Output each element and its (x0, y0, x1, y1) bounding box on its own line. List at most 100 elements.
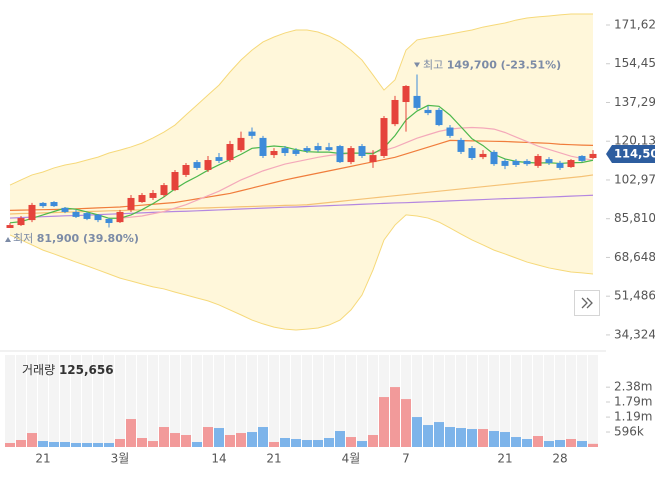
moving-average (9, 194, 594, 219)
candle-body (237, 137, 245, 151)
volume-bar (566, 439, 576, 447)
candle-body (589, 153, 597, 159)
high-marker (414, 62, 420, 68)
candle-body (391, 99, 399, 125)
volume-bar (104, 443, 114, 447)
volume-column-bg (115, 355, 125, 447)
candle-body (523, 160, 531, 165)
volume-bar (412, 417, 422, 447)
volume-column-bg (511, 355, 521, 447)
volume-bar (533, 436, 543, 447)
candle-body (160, 185, 168, 196)
candle-body (94, 214, 102, 221)
volume-column-bg (258, 355, 268, 447)
high-title: 최고 (423, 58, 443, 71)
volume-bar (335, 431, 345, 447)
volume-bar (346, 437, 356, 447)
volume-column-bg (27, 355, 37, 447)
candle-body (490, 151, 498, 165)
volume-panel (5, 355, 598, 447)
volume-bar (27, 433, 37, 447)
x-tick-label: 28 (552, 452, 567, 466)
volume-label: 거래량 (22, 363, 55, 377)
volume-bar (379, 397, 389, 447)
volume-bar (225, 435, 235, 447)
volume-column-bg (467, 355, 477, 447)
volume-bar (203, 427, 213, 447)
volume-bar (148, 441, 158, 447)
volume-bar (214, 428, 224, 447)
volume-column-bg (412, 355, 422, 447)
volume-bar (137, 438, 147, 447)
volume-column-bg (159, 355, 169, 447)
volume-bar (368, 435, 378, 447)
volume-bar (269, 441, 279, 447)
volume-column-bg (5, 355, 15, 447)
volume-column-bg (247, 355, 257, 447)
x-tick-label: 21 (266, 452, 281, 466)
band-upper (9, 13, 593, 186)
volume-bar (181, 435, 191, 447)
volume-bar (467, 429, 477, 447)
candle-body (83, 213, 91, 219)
volume-bar (456, 428, 466, 447)
volume-bar (71, 443, 81, 447)
volume-column-bg (368, 355, 378, 447)
volume-column-bg (82, 355, 92, 447)
volume-bar (5, 443, 15, 447)
y-tick-label: 1.79m (614, 395, 652, 409)
candle-body (479, 153, 487, 158)
volume-bar (544, 441, 554, 447)
candle-body (50, 202, 58, 207)
expand-button[interactable] (574, 290, 600, 316)
volume-column-bg (148, 355, 158, 447)
axes: 171,620 154,458 137,296 120,134 102,972 85,81… (5, 18, 655, 466)
volume-column-bg (577, 355, 587, 447)
y-tick-label: 137,296 (614, 95, 655, 109)
candle-body (567, 160, 575, 168)
volume-bar (434, 422, 444, 447)
moving-average (9, 139, 594, 211)
volume-bar (401, 399, 411, 447)
y-tick-label: 120,134 (614, 134, 655, 148)
candle-body (149, 192, 157, 198)
volume-column-bg (445, 355, 455, 447)
band-fill (10, 13, 593, 331)
volume-column-bg (203, 355, 213, 447)
candle-body (248, 131, 256, 136)
volume-column-bg (49, 355, 59, 447)
band-lower (9, 214, 594, 331)
volume-title: 거래량 125,656 (22, 363, 114, 377)
candle-body (336, 146, 344, 163)
volume-column-bg (170, 355, 180, 447)
volume-bar (478, 429, 488, 447)
volume-column-bg (522, 355, 532, 447)
volume-bar (49, 441, 59, 447)
volume-bar (258, 427, 268, 447)
candle-body (578, 155, 586, 161)
x-tick-label: 21 (497, 452, 512, 466)
candle-body (72, 211, 80, 217)
volume-column-bg (192, 355, 202, 447)
volume-column-bg (346, 355, 356, 447)
volume-bar (500, 432, 510, 447)
volume-column-bg (544, 355, 554, 447)
volume-value: 125,656 (59, 363, 114, 377)
volume-bar (302, 440, 312, 447)
volume-bar (159, 427, 169, 447)
y-tick-label: 85,810 (614, 211, 655, 225)
candle-body (457, 139, 465, 152)
candle-body (270, 151, 278, 156)
volume-column-bg (588, 355, 598, 447)
high-annotation: 최고 149,700 (-23.51%) (423, 58, 561, 71)
volume-column-bg (38, 355, 48, 447)
y-tick-label: 171,620 (614, 18, 655, 32)
volume-column-bg (126, 355, 136, 447)
volume-bar (38, 441, 48, 447)
volume-bar (555, 440, 565, 447)
y-tick-label: 51,486 (614, 289, 655, 303)
volume-bar (291, 439, 301, 447)
volume-column-bg (302, 355, 312, 447)
volume-column-bg (269, 355, 279, 447)
candle-body (116, 211, 124, 223)
